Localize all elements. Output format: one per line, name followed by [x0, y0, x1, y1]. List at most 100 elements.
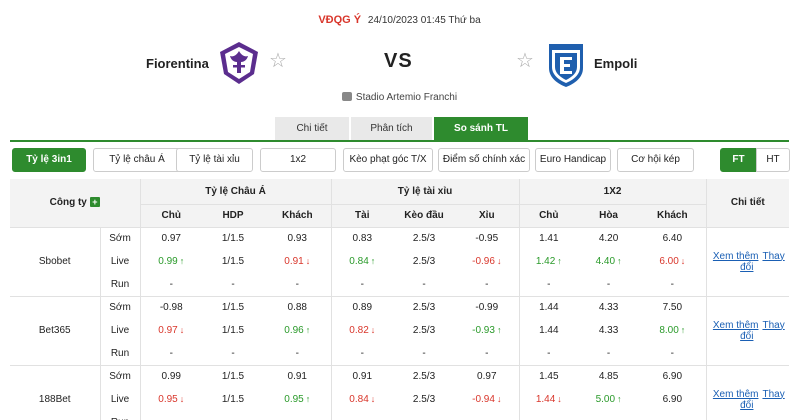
- arrow-up-icon: ↑: [496, 325, 502, 335]
- odds-cell: 0.95 ↓: [140, 388, 202, 411]
- odds-value: -: [169, 278, 173, 290]
- odds-value: -: [547, 278, 551, 290]
- stadium-info: Stadio Artemio Franchi: [0, 92, 799, 103]
- odds-cell: 0.89: [331, 296, 393, 319]
- odds-value: 6.90: [662, 371, 683, 383]
- odds-cell: -: [578, 273, 640, 297]
- odds-value: -: [606, 278, 611, 290]
- col-header: Tài: [331, 204, 394, 228]
- add-company-icon[interactable]: +: [89, 197, 100, 208]
- odds-value: -: [422, 417, 425, 420]
- arrow-up-icon: ↑: [680, 325, 686, 335]
- odds-value: 0.96: [284, 325, 304, 336]
- odds-cell: -: [140, 342, 202, 366]
- odds-value: 0.99: [161, 371, 181, 383]
- empoli-logo[interactable]: [546, 40, 586, 88]
- odds-changes-link[interactable]: Thay đổi: [740, 319, 785, 342]
- filter-1x2-button[interactable]: 1x2: [260, 148, 336, 172]
- fiorentina-logo[interactable]: [216, 40, 262, 86]
- filter-correct-score-button[interactable]: Điểm số chính xác: [438, 148, 530, 172]
- odds-value: -: [169, 347, 173, 359]
- away-team-name[interactable]: Empoli: [594, 56, 638, 71]
- odds-value: -: [295, 347, 299, 359]
- odds-value: -: [485, 278, 489, 290]
- odds-cell: 4.33: [578, 319, 639, 342]
- col-header: Khách: [264, 204, 332, 228]
- match-datetime: 24/10/2023 01:45 Thứ ba: [367, 15, 481, 26]
- odds-value: -: [360, 278, 364, 290]
- tab-odds-compare[interactable]: So sánh TL: [434, 117, 528, 141]
- odds-value: -: [606, 347, 611, 359]
- odds-cell: -: [455, 273, 520, 297]
- odds-value: -: [671, 417, 674, 420]
- odds-cell: -: [393, 411, 456, 420]
- home-team-name[interactable]: Fiorentina: [146, 56, 209, 71]
- odds-value: -: [547, 347, 551, 359]
- odds-value: 1/1.5: [221, 256, 245, 267]
- odds-value: -: [361, 417, 364, 420]
- odds-cell: 8.00 ↑: [639, 319, 707, 342]
- row-label: Sớm: [100, 365, 141, 388]
- odds-cell: -: [202, 342, 264, 366]
- view-more-link[interactable]: Xem thêm: [712, 250, 759, 262]
- bookmaker-name: Sbobet: [10, 227, 101, 297]
- odds-value: 1/1.5: [221, 394, 245, 405]
- arrow-down-icon: ↓: [179, 394, 185, 404]
- arrow-up-icon: ↑: [179, 256, 185, 266]
- odds-cell: 0.82 ↓: [331, 319, 393, 342]
- table-row: Bet365 Sớm -0.98 1/1.5 0.88 0.89 2.5/3 -0.99 1.4…: [10, 296, 790, 366]
- odds-value: -0.95: [475, 233, 499, 245]
- bookmaker-name: Bet365: [10, 296, 101, 366]
- league-name[interactable]: VĐQG Ý: [318, 14, 362, 26]
- detail-links: Xem thêm Thay đổi: [705, 365, 790, 420]
- col-header: Hòa: [578, 204, 640, 228]
- odds-value: 1.45: [539, 371, 559, 383]
- detail-links: Xem thêm Thay đổi: [705, 227, 790, 297]
- tab-analysis[interactable]: Phân tích: [351, 117, 432, 141]
- filter-asian-handicap-button[interactable]: Tỷ lệ châu Á: [93, 148, 181, 172]
- odds-value: -: [422, 278, 426, 290]
- odds-value: 7.50: [662, 302, 683, 314]
- odds-changes-link[interactable]: Thay đổi: [740, 250, 785, 273]
- period-ht-button[interactable]: HT: [756, 148, 790, 172]
- filter-corners-button[interactable]: Kèo phạt góc T/X: [343, 148, 433, 172]
- table-row: Live 0.95 ↓ 1/1.5 0.95 ↑ 0.84 ↓ 2.5/3 -0.94 ↓ 1.44 ↓…: [10, 388, 789, 411]
- odds-cell: 0.97: [455, 365, 520, 388]
- stadium-name: Stadio Artemio Franchi: [355, 92, 458, 103]
- odds-value: 6.40: [662, 233, 683, 245]
- odds-cell: -0.98: [140, 296, 202, 319]
- odds-value: 1/1.5: [221, 371, 245, 383]
- arrow-down-icon: ↓: [557, 394, 562, 404]
- odds-cell: -: [331, 273, 394, 297]
- odds-cell: 1.44 ↓: [519, 388, 578, 411]
- filter-3in1-button[interactable]: Tỷ lệ 3in1: [12, 148, 86, 172]
- arrow-down-icon: ↓: [680, 256, 686, 266]
- odds-cell: -: [639, 273, 707, 297]
- filter-double-chance-button[interactable]: Cơ hội kép: [617, 148, 694, 172]
- odds-value: 6.00: [659, 256, 679, 267]
- tab-details[interactable]: Chi tiết: [275, 117, 349, 141]
- odds-cell: 1.41: [519, 227, 578, 250]
- odds-changes-link[interactable]: Thay đổi: [740, 388, 785, 411]
- odds-cell: 0.91 ↓: [264, 250, 332, 273]
- odds-cell: 1/1.5: [202, 388, 264, 411]
- arrow-up-icon: ↑: [370, 256, 376, 266]
- favorite-star-icon[interactable]: ☆: [516, 50, 534, 72]
- filter-over-under-button[interactable]: Tỷ lệ tài xỉu: [176, 148, 253, 172]
- favorite-star-icon[interactable]: ☆: [269, 50, 287, 72]
- odds-value: -: [231, 278, 235, 290]
- odds-cell: -: [578, 342, 640, 366]
- view-more-link[interactable]: Xem thêm: [712, 388, 759, 400]
- odds-cell: 0.97: [140, 227, 202, 250]
- group-header-1x2: 1X2: [519, 179, 707, 205]
- odds-cell: 0.95 ↑: [264, 388, 332, 411]
- odds-cell: -: [202, 273, 264, 297]
- odds-cell: -0.96 ↓: [455, 250, 520, 273]
- odds-cell: 1/1.5: [202, 365, 264, 388]
- odds-cell: 4.40 ↑: [578, 250, 639, 273]
- view-more-link[interactable]: Xem thêm: [712, 319, 759, 331]
- odds-cell: -: [264, 342, 332, 366]
- period-ft-button[interactable]: FT: [720, 148, 757, 172]
- filter-euro-handicap-button[interactable]: Euro Handicap: [535, 148, 611, 172]
- odds-cell: 0.99 ↑: [140, 250, 202, 273]
